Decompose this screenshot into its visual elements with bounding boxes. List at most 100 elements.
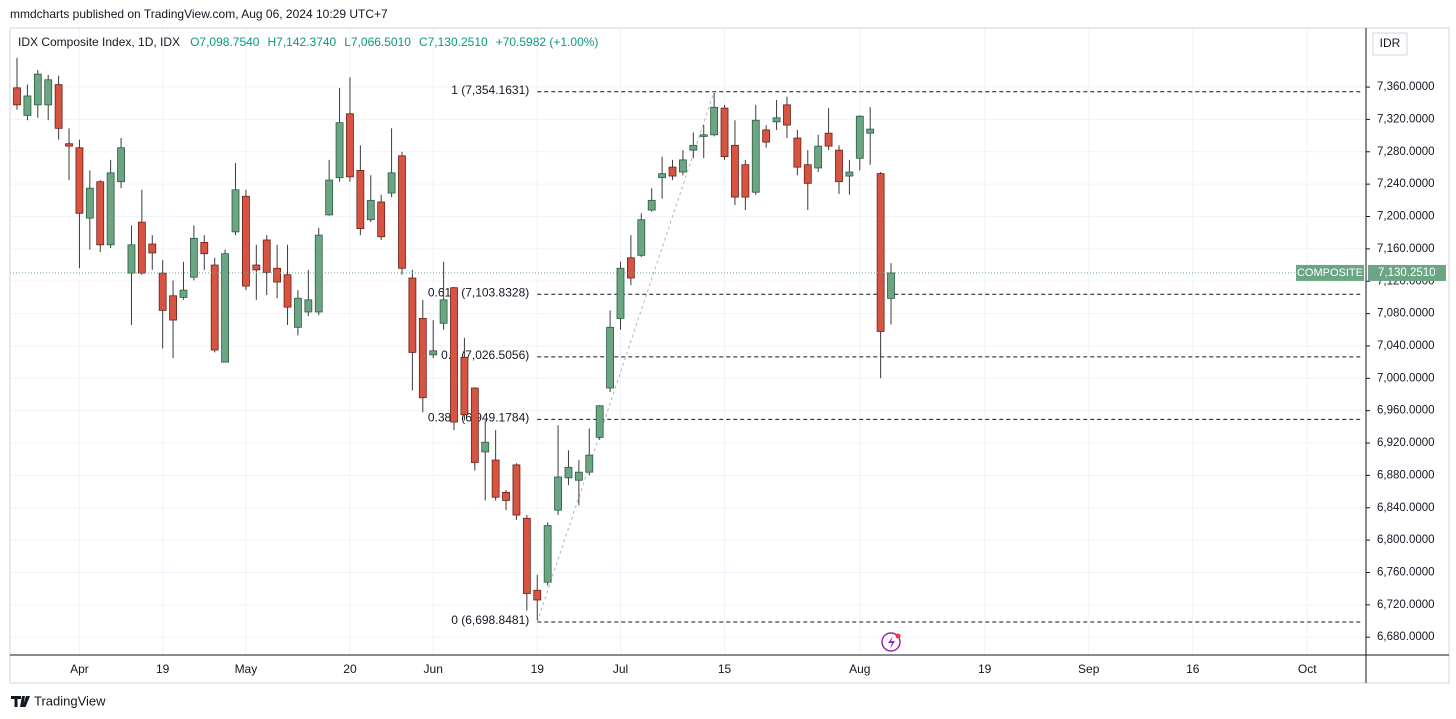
y-tick-label: 7,000.0000 <box>1377 372 1435 384</box>
event-dot <box>895 633 901 639</box>
grid: 6,680.0000 6,720.0000 6,760.0000 6,800.0000… <box>10 28 1435 676</box>
candle-body <box>231 189 240 233</box>
candle-body <box>699 134 708 137</box>
candle-body <box>23 95 32 116</box>
candle-body <box>772 117 781 123</box>
y-tick-label: 7,080.0000 <box>1377 308 1435 320</box>
candle-body <box>502 491 510 501</box>
candle-body <box>793 137 802 168</box>
x-tick-label: 19 <box>978 662 992 676</box>
candle-body <box>75 147 84 214</box>
last-price-name-box <box>1296 264 1364 281</box>
candle-body <box>54 84 63 129</box>
change-label: +70.5982 (+1.00%) <box>496 35 599 49</box>
candle-body <box>137 221 146 274</box>
y-tick-label: 6,960.0000 <box>1377 405 1435 417</box>
candle-body <box>148 243 157 254</box>
candle-body <box>408 277 417 353</box>
candle-body <box>429 350 438 356</box>
frame <box>9 27 1450 684</box>
candle-body <box>158 272 167 311</box>
y-tick-label: 6,880.0000 <box>1377 469 1435 481</box>
candle-body <box>210 264 219 351</box>
candle-body <box>85 187 94 219</box>
candle-body <box>866 128 875 134</box>
candle-body <box>595 405 604 438</box>
candle-body <box>626 257 635 279</box>
candle-body <box>668 166 677 177</box>
candle-body <box>366 199 375 221</box>
candle-body <box>647 199 656 211</box>
event-icon-bolt <box>888 636 895 649</box>
overlay: COMPOSITE 7,130.2510 <box>10 264 1446 281</box>
candle-body <box>273 267 282 283</box>
candle-body <box>533 589 542 601</box>
candle-body <box>252 264 261 271</box>
candle-body <box>855 115 864 159</box>
y-tick-label: 6,720.0000 <box>1377 599 1435 611</box>
candle-body <box>658 173 667 179</box>
x-tick-label: May <box>235 662 258 676</box>
x-tick-label: Sep <box>1078 662 1100 676</box>
x-tick-label: Jul <box>613 662 628 676</box>
candle-body <box>876 173 885 332</box>
candle-body <box>481 441 490 453</box>
candle-body <box>262 239 271 273</box>
candle-body <box>543 525 552 583</box>
last-price-box <box>1368 264 1446 281</box>
currency-box <box>1372 32 1408 56</box>
x-tick-label: 16 <box>1186 662 1200 676</box>
candle-body <box>450 287 458 423</box>
candle-body <box>398 155 406 269</box>
candle-body <box>845 171 854 177</box>
candle-body <box>377 201 386 238</box>
ohlc-label: C7,130.2510 <box>419 35 488 49</box>
candle-body <box>720 107 729 158</box>
y-tick-label: 6,840.0000 <box>1377 502 1435 514</box>
candle-body <box>33 73 42 106</box>
candle-body <box>803 164 812 184</box>
candle-body <box>283 274 292 308</box>
y-tick-label: 6,920.0000 <box>1377 437 1435 449</box>
candle-body <box>242 195 250 287</box>
fib-label: 1 (7,354.1631) <box>451 83 529 97</box>
ohlc-label: L7,066.5010 <box>344 35 411 49</box>
candle-body <box>346 113 354 178</box>
candle-body <box>783 104 791 126</box>
x-tick-label: Oct <box>1298 662 1317 676</box>
candle-body <box>491 459 500 498</box>
candle-body <box>616 267 625 319</box>
y-tick-label: 6,680.0000 <box>1377 631 1435 643</box>
candle-body <box>585 454 594 473</box>
candle-body <box>200 241 209 255</box>
x-tick-label: 19 <box>531 662 545 676</box>
brand: TradingView <box>34 693 106 708</box>
candle-body <box>470 387 479 463</box>
candle-body <box>460 356 469 416</box>
y-tick-label: 6,760.0000 <box>1377 567 1435 579</box>
candle-body <box>294 297 302 328</box>
y-tick-label: 7,160.0000 <box>1377 243 1435 255</box>
y-tick-label: 7,280.0000 <box>1377 146 1435 158</box>
x-tick-label: Jun <box>424 662 443 676</box>
last-price-name: COMPOSITE <box>1297 267 1363 279</box>
y-tick-label: 6,800.0000 <box>1377 534 1435 546</box>
candle-body <box>13 87 21 106</box>
candle-body <box>637 219 646 256</box>
candle-body <box>169 295 177 321</box>
symbol: IDX Composite Index, 1D, IDX <box>18 35 180 49</box>
brand-logo <box>11 696 30 707</box>
published-note: mmdcharts published on TradingView.com, … <box>10 7 388 21</box>
x-tick-label: 19 <box>156 662 170 676</box>
candle-body <box>65 143 73 147</box>
fib-label: 0.618 (7,103.8328) <box>428 285 529 299</box>
candle-body <box>679 159 687 173</box>
candle-body <box>117 147 125 183</box>
last-price-label: 7,130.2510 <box>1378 267 1436 279</box>
x-tick-label: Apr <box>70 662 89 676</box>
candle-body <box>512 464 521 516</box>
candle-body <box>356 169 365 230</box>
candle-body <box>325 179 334 216</box>
candle-body <box>751 119 760 193</box>
